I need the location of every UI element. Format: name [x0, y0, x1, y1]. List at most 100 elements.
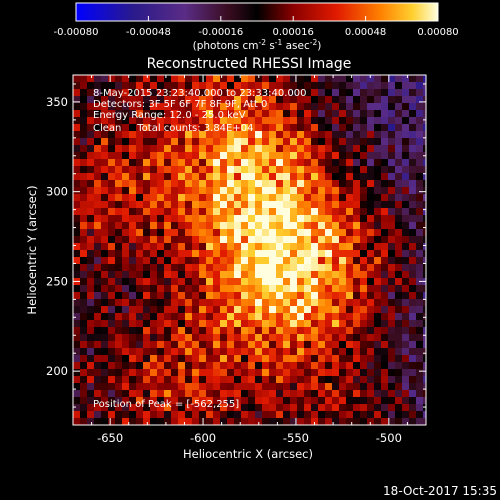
heatmap-cell [318, 299, 326, 307]
heatmap-cell [409, 117, 417, 125]
heatmap-cell [416, 110, 424, 118]
heatmap-cell [409, 103, 417, 111]
heatmap-cell [367, 145, 375, 153]
heatmap-cell [115, 271, 123, 279]
heatmap-cell [325, 271, 333, 279]
heatmap-cell [290, 110, 298, 118]
heatmap-cell [381, 194, 389, 202]
heatmap-cell [388, 145, 396, 153]
heatmap-cell [234, 390, 242, 398]
heatmap-cell [283, 376, 291, 384]
heatmap-cell [360, 187, 368, 195]
heatmap-cell [416, 159, 424, 167]
heatmap-cell [80, 145, 88, 153]
heatmap-cell [423, 117, 426, 125]
heatmap-cell [178, 264, 186, 272]
heatmap-cell [101, 271, 109, 279]
heatmap-cell [80, 327, 88, 335]
heatmap-cell [115, 243, 123, 251]
heatmap-cell [122, 222, 130, 230]
heatmap-cell [171, 152, 179, 160]
heatmap-cell [73, 173, 81, 181]
heatmap-cell [234, 222, 242, 230]
heatmap-cell [101, 320, 109, 328]
heatmap-cell [325, 390, 333, 398]
heatmap-cell [262, 201, 270, 209]
heatmap-cell [318, 110, 326, 118]
heatmap-cell [164, 131, 172, 139]
heatmap-cell [150, 215, 158, 223]
heatmap-cell [395, 390, 403, 398]
heatmap-cell [101, 229, 109, 237]
heatmap-cell [213, 306, 221, 314]
heatmap-cell [374, 117, 382, 125]
heatmap-cell [108, 110, 116, 118]
heatmap-cell [311, 390, 319, 398]
heatmap-cell [360, 299, 368, 307]
heatmap-cell [199, 173, 207, 181]
heatmap-cell [262, 369, 270, 377]
heatmap-cell [136, 236, 144, 244]
heatmap-cell [388, 355, 396, 363]
heatmap-cell [220, 145, 228, 153]
heatmap-cell [157, 292, 165, 300]
heatmap-cell [318, 418, 326, 425]
heatmap-cell [325, 376, 333, 384]
heatmap-cell [318, 383, 326, 391]
heatmap-cell [129, 208, 137, 216]
heatmap-cell [185, 250, 193, 258]
heatmap-cell [164, 173, 172, 181]
heatmap-cell [143, 355, 151, 363]
heatmap-cell [402, 187, 410, 195]
heatmap-cell [122, 313, 130, 321]
heatmap-cell [192, 103, 200, 111]
heatmap-cell [325, 257, 333, 265]
heatmap-cell [171, 103, 179, 111]
heatmap-cell [192, 362, 200, 370]
heatmap-cell [73, 82, 81, 90]
heatmap-cell [143, 201, 151, 209]
heatmap-cell [269, 376, 277, 384]
heatmap-cell [339, 201, 347, 209]
heatmap-cell [416, 236, 424, 244]
heatmap-cell [192, 173, 200, 181]
heatmap-cell [87, 376, 95, 384]
heatmap-cell [304, 187, 312, 195]
heatmap-cell [381, 180, 389, 188]
heatmap-cell [283, 173, 291, 181]
heatmap-cell [423, 110, 426, 118]
heatmap-cell [192, 320, 200, 328]
heatmap-cell [185, 173, 193, 181]
heatmap-cell [402, 145, 410, 153]
heatmap-cell [283, 362, 291, 370]
heatmap-cell [262, 194, 270, 202]
heatmap-cell [374, 194, 382, 202]
heatmap-cell [241, 243, 249, 251]
heatmap-cell [269, 208, 277, 216]
heatmap-cell [346, 131, 354, 139]
heatmap-cell [122, 96, 130, 104]
heatmap-cell [367, 404, 375, 412]
heatmap-cell [423, 131, 426, 139]
heatmap-cell [234, 96, 242, 104]
heatmap-cell [129, 334, 137, 342]
heatmap-cell [297, 180, 305, 188]
heatmap-cell [395, 313, 403, 321]
heatmap-cell [199, 355, 207, 363]
heatmap-cell [381, 397, 389, 405]
heatmap-cell [262, 138, 270, 146]
heatmap-cell [276, 131, 284, 139]
heatmap-cell [171, 194, 179, 202]
heatmap-cell [269, 110, 277, 118]
heatmap-cell [262, 166, 270, 174]
heatmap-cell [381, 110, 389, 118]
heatmap-cell [164, 264, 172, 272]
heatmap-cell [395, 194, 403, 202]
heatmap-cell [416, 250, 424, 258]
heatmap-cell [381, 306, 389, 314]
heatmap-cell [73, 138, 81, 146]
heatmap-cell [150, 243, 158, 251]
heatmap-cell [304, 369, 312, 377]
heatmap-cell [276, 103, 284, 111]
heatmap-cell [395, 271, 403, 279]
